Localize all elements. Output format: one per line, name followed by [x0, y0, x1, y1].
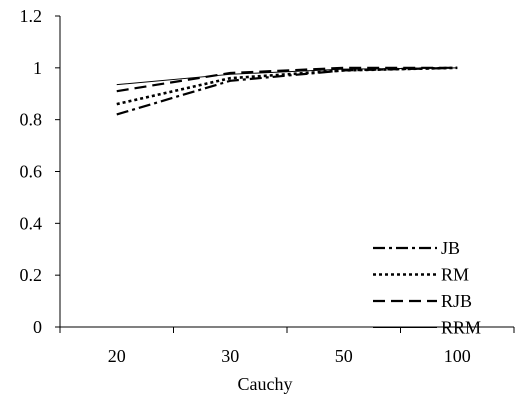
- y-axis-ticks: 0 0.2 0.4 0.6 0.8 1 1.2: [20, 6, 60, 337]
- y-tick-label: 0: [33, 317, 42, 337]
- series-line-jb: [116, 66, 458, 116]
- y-tick-label: 0.8: [20, 110, 43, 130]
- series-line-rjb: [116, 66, 458, 93]
- x-tick-label: 100: [444, 346, 471, 366]
- x-tick-label: 20: [108, 346, 126, 366]
- y-tick-label: 0.6: [20, 162, 43, 182]
- y-tick-label: 1: [33, 58, 42, 78]
- legend: JB RM RJB RRM: [373, 238, 481, 338]
- x-axis-title: Cauchy: [238, 374, 293, 394]
- x-tick-label: 30: [221, 346, 239, 366]
- y-tick-label: 1.2: [20, 6, 43, 26]
- x-axis-ticks: 20 30 50 100: [59, 327, 515, 366]
- legend-label-rjb: RJB: [441, 291, 472, 311]
- x-tick-label: 50: [335, 346, 353, 366]
- legend-label-rrm: RRM: [441, 318, 481, 338]
- series-line-rrm: [116, 67, 458, 86]
- y-tick-label: 0.4: [20, 213, 43, 233]
- legend-label-jb: JB: [441, 238, 460, 258]
- legend-label-rm: RM: [441, 265, 469, 285]
- series-lines: [116, 66, 458, 116]
- y-tick-label: 0.2: [20, 265, 43, 285]
